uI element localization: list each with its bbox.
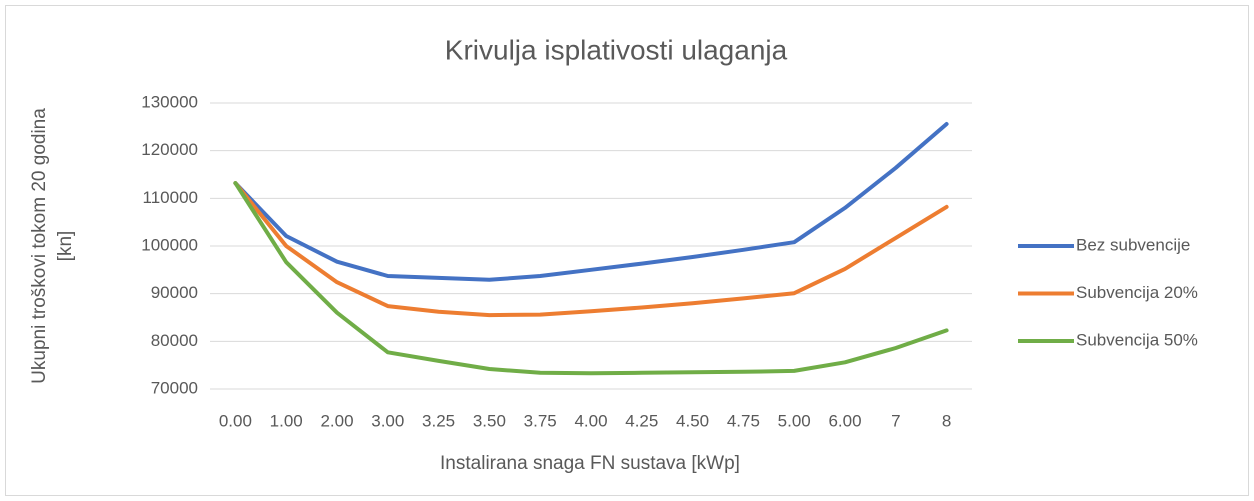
y-tick-label: 90000: [151, 283, 198, 302]
x-tick-label: 1.00: [270, 411, 303, 430]
series-line: [233, 181, 949, 376]
x-tick-label: 4.00: [574, 411, 607, 430]
y-tick-label: 100000: [141, 235, 198, 254]
x-tick-label: 4.50: [676, 411, 709, 430]
x-tick-label: 3.00: [371, 411, 404, 430]
legend-label: Subvencija 50%: [1076, 330, 1198, 349]
y-tick-label: 130000: [141, 92, 198, 111]
x-axis-label: Instalirana snaga FN sustava [kWp]: [440, 453, 740, 474]
series-line: [233, 181, 949, 318]
x-tick-label: 8: [942, 411, 951, 430]
x-tick-label: 3.75: [524, 411, 557, 430]
x-tick-label: 6.00: [828, 411, 861, 430]
legend-label: Bez subvencije: [1076, 235, 1190, 254]
x-tick-label: 5.00: [778, 411, 811, 430]
x-tick-label: 2.00: [320, 411, 353, 430]
chart-border: [5, 5, 1249, 496]
x-tick-label: 3.50: [473, 411, 506, 430]
x-tick-label: 0.00: [219, 411, 252, 430]
chart-title: Krivulja isplativosti ulaganja: [445, 34, 788, 65]
x-tick-label: 3.25: [422, 411, 455, 430]
y-axis-label: [kn]: [55, 231, 76, 262]
x-tick-label: 4.25: [625, 411, 658, 430]
y-tick-label: 70000: [151, 378, 198, 397]
y-tick-label: 80000: [151, 331, 198, 350]
y-tick-label: 110000: [143, 188, 198, 207]
legend-label: Subvencija 20%: [1076, 283, 1198, 302]
series-line: [233, 122, 949, 282]
x-tick-label: 4.75: [727, 411, 760, 430]
x-tick-label: 7: [891, 411, 900, 430]
y-tick-label: 120000: [141, 140, 198, 159]
y-axis-label: Ukupni troškovi tokom 20 godina: [29, 108, 50, 384]
